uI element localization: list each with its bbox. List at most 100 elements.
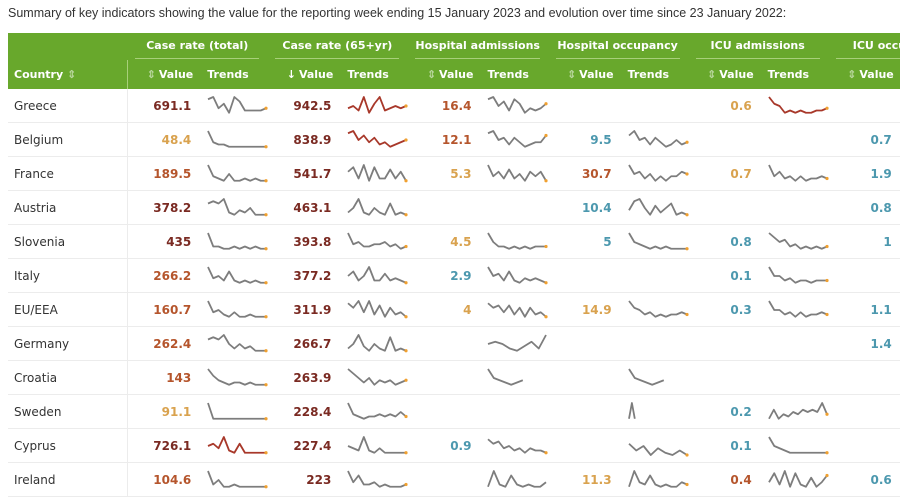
trend-latest-point — [684, 482, 689, 486]
value-cell: 11.3 — [547, 462, 618, 497]
value-cell: 691.1 — [127, 89, 198, 123]
table-row: Germany 262.4 266.7 1.4 — [8, 326, 900, 361]
trend-cell — [757, 224, 829, 259]
trend-sparkline — [767, 164, 829, 182]
trend-cell — [757, 89, 829, 123]
trend-cell — [477, 89, 549, 123]
trend-sparkline — [487, 164, 549, 182]
group-header: ICU occupancy — [828, 33, 900, 60]
group-header: Hospital occupancy — [548, 33, 688, 60]
trend-cell — [897, 224, 900, 259]
table-row: Cyprus 726.1 227.4 0.9 0.1 — [8, 428, 900, 463]
sort-value-header[interactable]: ⇕ Value — [548, 60, 618, 89]
value-cell — [687, 122, 758, 157]
trend-cell — [757, 394, 829, 429]
sort-value-header[interactable]: ⇕ Value — [407, 60, 477, 89]
trend-line — [207, 232, 267, 250]
trend-sparkline — [487, 302, 549, 318]
value-cell — [687, 190, 758, 225]
value-cell: 377.2 — [267, 258, 338, 293]
value-cell — [407, 394, 478, 429]
indicators-table-container[interactable]: Case rate (total) Case rate (65+yr) Hospit… — [8, 33, 900, 498]
trend-latest-point — [404, 378, 408, 382]
value-cell: 0.3 — [687, 292, 758, 327]
value-header-label: Value — [158, 68, 194, 81]
trend-cell — [477, 360, 548, 395]
value-cell: 143 — [127, 360, 198, 395]
trend-line — [627, 368, 664, 386]
trend-line — [348, 95, 407, 114]
trend-line — [487, 302, 548, 318]
table-row: Belgium 48.4 838.9 12.1 9.5 0.7 — [8, 122, 900, 157]
trend-cell — [757, 428, 829, 463]
value-header-label: Value — [439, 68, 474, 81]
trend-cell — [897, 190, 900, 225]
value-cell — [407, 360, 478, 395]
trend-line — [347, 470, 407, 488]
value-cell — [827, 428, 898, 463]
trend-cell — [337, 394, 408, 429]
trend-cell — [897, 462, 900, 497]
trend-latest-point — [544, 450, 549, 454]
sort-updown-icon: ⇕ — [707, 68, 717, 81]
value-cell — [827, 360, 898, 395]
header-group-row: Case rate (total) Case rate (65+yr) Hospit… — [8, 33, 900, 60]
value-cell: 541.7 — [267, 156, 338, 191]
sort-country-header[interactable]: Country ⇕ — [8, 60, 128, 89]
trend-cell — [337, 122, 408, 157]
trend-cell — [897, 326, 900, 361]
trend-cell — [897, 428, 900, 463]
trend-sparkline — [487, 438, 549, 454]
trend-line — [767, 164, 828, 182]
sort-value-header[interactable]: ⇕ Value — [127, 60, 197, 89]
trend-cell — [337, 224, 408, 259]
trend-latest-point — [825, 278, 829, 282]
sort-value-header[interactable]: ↓ Value — [267, 60, 337, 89]
value-cell: 16.4 — [407, 89, 478, 123]
indicators-table: Case rate (total) Case rate (65+yr) Hospit… — [8, 33, 900, 497]
trend-sparkline — [767, 95, 829, 114]
value-cell: 0.9 — [407, 428, 478, 463]
value-cell: 726.1 — [127, 428, 198, 463]
value-cell — [407, 462, 478, 497]
value-cell: 223 — [267, 462, 338, 497]
trend-cell — [197, 462, 268, 497]
sort-updown-icon: ⇕ — [67, 68, 77, 81]
trend-cell — [477, 394, 548, 429]
sort-value-header[interactable]: ⇕ Value — [688, 60, 758, 89]
trend-cell — [617, 258, 688, 293]
trend-sparkline — [347, 265, 408, 284]
trend-latest-point — [404, 103, 408, 108]
sort-value-header[interactable]: ⇕ Value — [828, 60, 898, 89]
trends-header: Trends — [767, 68, 810, 81]
trend-cell — [757, 292, 829, 327]
value-cell: 311.9 — [267, 292, 338, 327]
value-cell: 1.9 — [827, 156, 898, 191]
value-cell: 1.1 — [827, 292, 898, 327]
sort-updown-icon: ⇕ — [847, 68, 857, 81]
trend-line — [347, 299, 407, 318]
trend-line — [767, 401, 828, 420]
trend-line — [207, 197, 267, 216]
value-cell — [407, 326, 478, 361]
trends-header: Trends — [627, 68, 669, 81]
value-cell — [547, 360, 618, 395]
trend-line — [347, 163, 408, 182]
trend-sparkline — [207, 333, 268, 352]
trend-latest-point — [825, 312, 829, 316]
value-cell: 0.2 — [687, 394, 758, 429]
trend-cell — [197, 156, 268, 191]
trend-line — [767, 436, 827, 454]
trend-cell — [197, 258, 268, 293]
trend-sparkline — [768, 231, 829, 250]
trend-cell — [197, 292, 268, 327]
table-row: Croatia 143 263.9 — [8, 360, 900, 395]
trend-line — [348, 435, 407, 454]
value-cell: 104.6 — [127, 462, 198, 497]
trend-latest-point — [684, 312, 689, 316]
value-cell: 48.4 — [127, 122, 198, 157]
trend-cell — [337, 360, 408, 395]
value-cell: 266.2 — [127, 258, 198, 293]
value-cell: 4 — [407, 292, 478, 327]
trend-line — [207, 130, 267, 148]
